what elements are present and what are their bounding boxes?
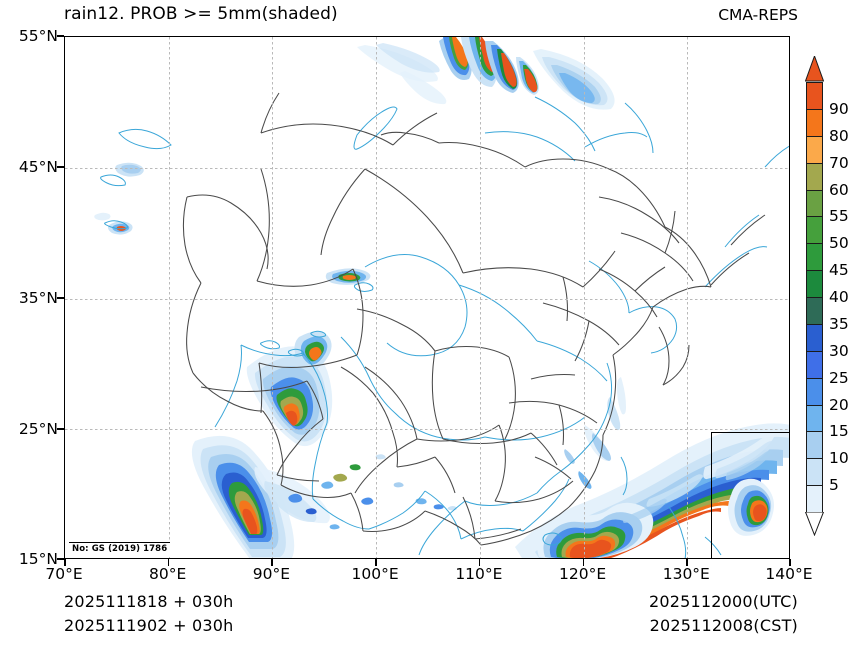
colorbar-band-11 [807,378,822,406]
shading-bangladesh-myanmar [246,331,333,447]
gridline-lon-130 [687,37,689,558]
colorbar-band-13 [807,432,822,460]
colorbar-over-arrow-outline [805,56,824,82]
map-graphics [94,37,789,558]
xlabel-130E: 130°E [662,565,710,583]
gridline-lon-110 [479,37,481,558]
xlabel-90E: 90°E [252,565,291,583]
footer-valid-cst: 2025112008(CST) [649,616,798,635]
colorbar-label-20: 20 [829,395,849,414]
page-title: rain12. PROB >= 5mm(shaded) [64,4,338,24]
colorbar-label-15: 15 [829,422,849,441]
shading-se-coast-streaks [564,377,626,489]
model-label: CMA-REPS [718,6,798,24]
ytick-35N [57,297,64,299]
gridline-lat-25 [65,429,789,431]
colorbar-band-6 [807,244,822,272]
gridline-lat-45 [65,167,789,169]
colorbar-band-1 [807,109,822,137]
xlabel-100E: 100°E [351,565,399,583]
footer-init-line2: 2025111902 + 030h [64,616,234,635]
gridline-lat-35 [65,298,789,300]
ylabel-15N: 15°N [18,550,58,568]
xlabel-70E: 70°E [45,565,83,583]
colorbar-label-50: 50 [829,234,849,253]
colorbar-label-60: 60 [829,180,849,199]
colorbar-label-55: 55 [829,207,849,226]
colorbar-label-45: 45 [829,261,849,280]
xlabel-80E: 80°E [149,565,187,583]
xtick-130E [686,559,688,566]
ytick-45N [57,166,64,168]
shading-northeast-band [357,37,615,110]
colorbar-label-70: 70 [829,153,849,172]
ytick-55N [57,35,64,37]
xtick-70E [64,559,66,566]
footer-valid-utc: 2025112000(UTC) [649,592,798,611]
xtick-140E [789,559,791,566]
south-china-sea-inset [711,432,789,558]
xtick-80E [167,559,170,566]
xlabel-140E: 140°E [765,565,813,583]
shading-xinjiang [94,162,144,235]
colorbar-band-15 [807,486,822,513]
ylabel-35N: 35°N [18,289,58,307]
colorbar-band-9 [807,324,822,352]
shading-south-china-sea-band [515,423,789,558]
shading-bay-of-bengal [192,435,330,558]
colorbar-band-14 [807,459,822,487]
ytick-15N [57,558,64,560]
map-credit: No: GS (2019) 1786 [69,542,171,555]
xtick-120E [582,559,585,566]
colorbar-band-5 [807,217,822,245]
map-canvas: No: GS (2019) 1786 [65,37,789,558]
colorbar-label-90: 90 [829,99,849,118]
colorbar-label-35: 35 [829,314,849,333]
ylabel-55N: 55°N [18,27,58,45]
ylabel-25N: 25°N [18,420,58,438]
colorbar-band-8 [807,298,822,325]
colorbar-band-2 [807,136,822,164]
colorbar-band-7 [807,271,822,298]
footer-init-line1: 2025111818 + 030h [64,592,234,611]
colorbar-band-4 [807,190,822,218]
gridline-lon-90 [272,37,274,558]
gridline-lon-100 [376,37,378,558]
gridline-lon-120 [583,37,585,558]
xtick-90E [271,559,273,566]
map-plot-area[interactable]: No: GS (2019) 1786 [64,36,790,559]
gridline-lon-80 [168,37,170,558]
colorbar-label-10: 10 [829,449,849,468]
colorbar[interactable] [806,82,823,513]
colorbar-label-30: 30 [829,341,849,360]
shading-indochina-scatter [288,454,457,530]
colorbar-band-12 [807,405,822,433]
xtick-110E [478,559,481,566]
colorbar-label-80: 80 [829,126,849,145]
colorbar-label-25: 25 [829,368,849,387]
ylabel-45N: 45°N [18,158,58,176]
ytick-25N [57,428,64,430]
colorbar-band-10 [807,351,822,379]
colorbar-under-arrow-outline [805,512,824,536]
colorbar-label-40: 40 [829,288,849,306]
colorbar-band-0 [807,83,822,110]
coastlines [100,96,789,558]
xlabel-120E: 120°E [559,565,607,583]
colorbar-label-5: 5 [829,476,839,495]
xlabel-110E: 110°E [455,565,503,583]
xtick-100E [375,559,377,566]
colorbar-band-3 [807,163,822,191]
